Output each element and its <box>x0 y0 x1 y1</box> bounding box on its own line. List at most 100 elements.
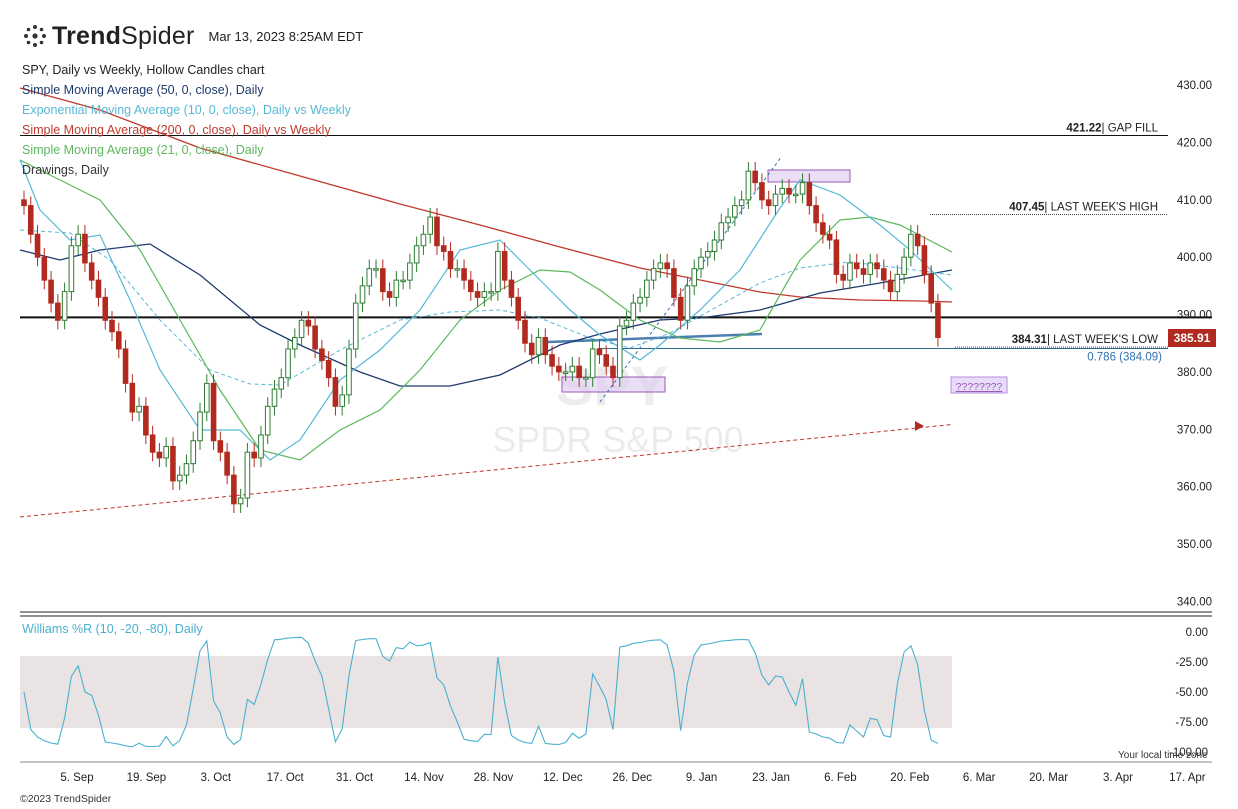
x-tick-label: 5. Sep <box>60 772 93 784</box>
candle-body <box>481 291 488 298</box>
candle-body <box>224 451 230 476</box>
x-tick-label: 6. Feb <box>824 772 857 784</box>
candle-body <box>779 187 786 195</box>
candle-body <box>935 302 941 338</box>
candle-body <box>434 216 440 247</box>
x-tick-label: 12. Dec <box>543 772 583 784</box>
candle-body <box>339 394 345 407</box>
williams-tick-label: 0.00 <box>1186 627 1208 639</box>
candle-body <box>562 371 569 374</box>
y-tick-label: 350.00 <box>1177 539 1212 551</box>
candle-body <box>583 377 589 380</box>
candle-body <box>610 365 616 379</box>
target-box <box>950 376 1008 394</box>
legend-sma21[interactable]: Simple Moving Average (21, 0, close), Da… <box>22 143 264 157</box>
legend-ema10[interactable]: Exponential Moving Average (10, 0, close… <box>22 103 351 117</box>
candle-body <box>82 233 88 264</box>
trendline-arrow-icon <box>915 421 924 431</box>
timezone-label[interactable]: Your local time zone <box>1118 750 1208 761</box>
candle-body <box>427 216 433 235</box>
candle-body <box>732 205 738 218</box>
legend-drawings[interactable]: Drawings, Daily <box>22 163 109 177</box>
candle-body <box>210 382 217 442</box>
candle-body <box>447 250 454 270</box>
candle-body <box>264 405 271 436</box>
candle-body <box>820 222 826 235</box>
legend-sma50[interactable]: Simple Moving Average (50, 0, close), Da… <box>22 83 264 97</box>
candle-body <box>237 497 244 505</box>
williams-r-label[interactable]: Williams %R (10, -20, -80), Daily <box>22 622 203 636</box>
candle-body <box>468 279 474 293</box>
candle-body <box>840 273 846 281</box>
candle-body <box>508 279 515 298</box>
chart-legend: SPY, Daily vs Weekly, Hollow Candles cha… <box>22 60 351 180</box>
candle-body <box>183 463 190 476</box>
trendspider-logo-icon <box>24 25 46 47</box>
candle-body <box>400 279 406 283</box>
candle-body <box>901 256 907 275</box>
candle-body <box>515 296 522 321</box>
candle-body <box>386 291 393 298</box>
x-tick-label: 6. Mar <box>963 772 996 784</box>
candle-body <box>319 348 325 361</box>
x-tick-label: 28. Nov <box>474 772 514 784</box>
y-tick-label: 430.00 <box>1177 80 1212 92</box>
target-box-label: ???????? <box>956 381 1003 393</box>
x-tick-label: 20. Mar <box>1029 772 1068 784</box>
candle-body <box>657 262 664 270</box>
candle-body <box>908 233 914 258</box>
candle-body <box>644 279 650 298</box>
candle-body <box>759 182 765 201</box>
candle-body <box>197 411 203 442</box>
y-tick-label: 340.00 <box>1177 596 1212 608</box>
candle-body <box>765 199 772 207</box>
x-tick-label: 19. Sep <box>127 772 167 784</box>
candle-body <box>522 319 528 344</box>
williams-tick-label: -100.00 <box>1169 747 1208 759</box>
candle-body <box>454 268 461 271</box>
candle-body <box>914 233 921 247</box>
candle-body <box>149 434 156 453</box>
candle-body <box>847 262 853 281</box>
y-tick-label: 380.00 <box>1177 367 1212 379</box>
legend-chart-title[interactable]: SPY, Daily vs Weekly, Hollow Candles cha… <box>22 63 265 77</box>
candle-body <box>231 474 237 505</box>
last-week-low-label: 384.31| LAST WEEK'S LOW <box>1012 334 1158 346</box>
candle-body <box>474 291 481 298</box>
candle-body <box>650 268 657 281</box>
candle-body <box>691 268 698 287</box>
last-week-low-label-value: 384.31 <box>1012 334 1048 346</box>
x-tick-label: 26. Dec <box>612 772 652 784</box>
candle-body <box>68 245 75 293</box>
candle-body <box>671 268 677 298</box>
candle-body <box>752 170 758 184</box>
x-tick-label: 20. Feb <box>890 772 929 784</box>
candle-body <box>813 205 819 224</box>
x-tick-label: 17. Apr <box>1169 772 1206 784</box>
brand-light: Spider <box>121 21 195 50</box>
candle-body <box>393 279 400 298</box>
candle-body <box>346 348 352 396</box>
gap-fill-label: 421.22| GAP FILL <box>1066 123 1158 135</box>
candle-body <box>102 296 109 321</box>
candle-body <box>603 354 610 367</box>
candle-body <box>894 273 901 293</box>
candle-body <box>122 348 129 384</box>
candle-body <box>61 291 68 321</box>
gap-fill-label-text: | GAP FILL <box>1102 123 1159 135</box>
candle-body <box>806 182 813 207</box>
x-tick-label: 17. Oct <box>267 772 305 784</box>
candle-body <box>163 445 169 459</box>
candle-body <box>745 170 752 201</box>
legend-sma200[interactable]: Simple Moving Average (200, 0, close), D… <box>22 123 331 137</box>
candle-body <box>27 205 34 235</box>
candle-body <box>549 354 555 367</box>
williams-r-line <box>23 636 939 748</box>
candle-body <box>292 336 298 350</box>
neckline <box>547 332 763 344</box>
candle-body <box>718 222 725 241</box>
candle-body <box>373 268 379 271</box>
candle-body <box>704 250 711 258</box>
candle-body <box>921 245 928 275</box>
